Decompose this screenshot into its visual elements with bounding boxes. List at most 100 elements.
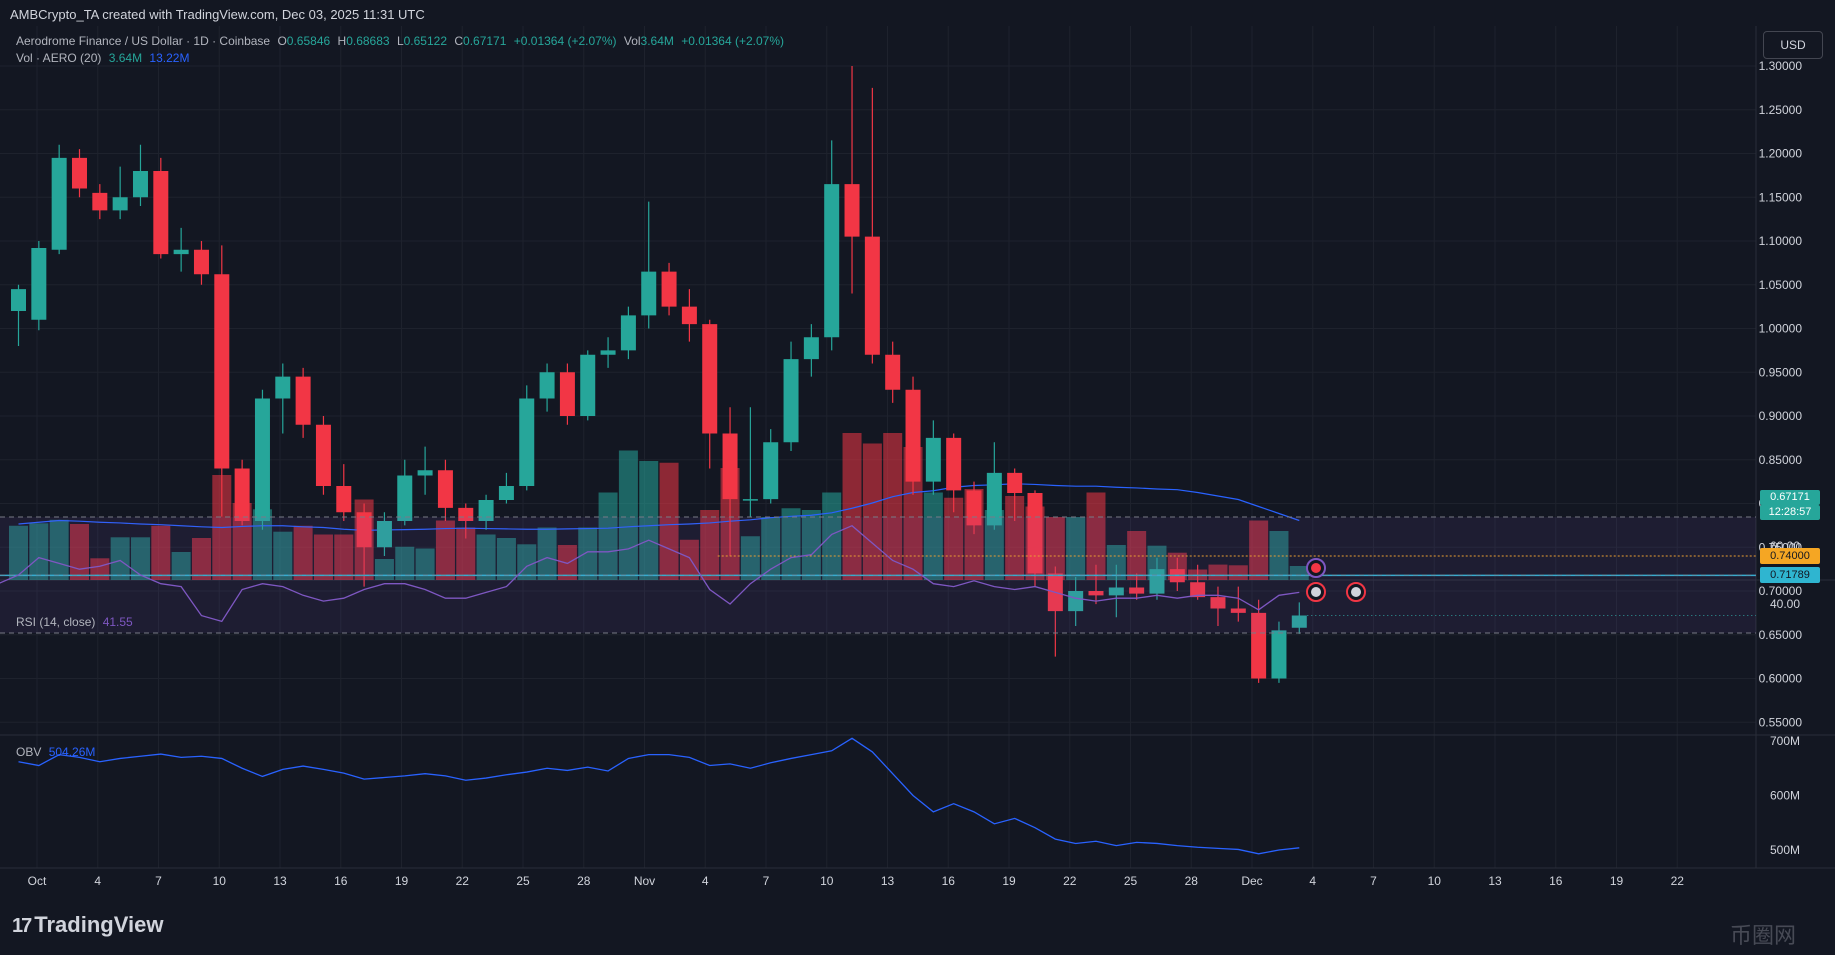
tradingview-logo[interactable]: 17 TradingView [12, 912, 163, 938]
volume-bar [598, 492, 618, 580]
volume-bar [557, 545, 577, 580]
candle-body [986, 472, 1002, 526]
candle-body [763, 442, 779, 500]
volume-bar [1086, 492, 1106, 580]
candle-body [112, 197, 128, 211]
time-tick-label: 4 [94, 874, 101, 888]
event-marker-dot [1311, 587, 1321, 597]
candle-body [193, 249, 209, 275]
volume-bar [923, 492, 943, 580]
candle-body [214, 274, 230, 469]
volume-bar [1045, 517, 1065, 580]
event-markers[interactable] [1306, 558, 1366, 602]
volume-bar [415, 548, 435, 580]
resistance-price-label: 0.74000 [1760, 548, 1820, 564]
rsi-legend[interactable]: RSI (14, close) 41.55 [16, 615, 137, 629]
price-tick-label: 0.90000 [1759, 409, 1803, 423]
candle-body [539, 372, 555, 399]
time-tick-label: 13 [881, 874, 895, 888]
volume-bar [9, 525, 28, 580]
candle-body [1007, 472, 1023, 493]
candle-body [275, 376, 291, 399]
volume-bar [1106, 545, 1126, 580]
rsi-tick-label: 40.00 [1770, 597, 1800, 611]
volume-bar [1249, 520, 1269, 580]
candle-body [1088, 591, 1104, 596]
volume-bar [578, 527, 598, 580]
volume-bar [1066, 517, 1086, 580]
low-label: L [396, 34, 404, 48]
volume-bar [700, 510, 720, 580]
candle-body [51, 157, 67, 250]
vol-label: Vol [623, 34, 641, 48]
volume-bar [130, 537, 150, 580]
volume-bar [456, 527, 476, 580]
volume-bar [801, 510, 821, 580]
volume-bar [90, 558, 110, 580]
candle-body [478, 500, 494, 521]
watermark: 币圈网 [1730, 923, 1797, 948]
volume-bar [944, 497, 964, 580]
flag-event-icon[interactable] [1346, 582, 1366, 602]
candle-body [966, 490, 982, 526]
time-tick-label: 7 [1370, 874, 1377, 888]
price-tick-label: 1.20000 [1759, 147, 1803, 161]
volume-bar [781, 508, 801, 580]
candle-body [681, 306, 697, 325]
volume-indicator-value: 3.64M [108, 51, 143, 65]
time-tick-label: 22 [1063, 874, 1077, 888]
candle-body [1291, 615, 1307, 628]
time-tick-label: 19 [1610, 874, 1624, 888]
last-price-label: 0.67171 [1760, 490, 1820, 505]
candle-body [1027, 493, 1043, 574]
candle-body [498, 486, 514, 500]
candle-body [742, 499, 758, 501]
open-label: O [277, 34, 287, 48]
volume-bar [984, 510, 1004, 580]
time-tick-label: 4 [702, 874, 709, 888]
volume-bar [29, 523, 49, 580]
currency-button[interactable]: USD [1763, 31, 1823, 59]
volume-bar [1127, 531, 1147, 580]
symbol-legend[interactable]: Aerodrome Finance / US Dollar · 1D · Coi… [16, 34, 788, 48]
volume-ma-value: 13.22M [149, 51, 190, 65]
flag-event-icon[interactable] [1306, 582, 1326, 602]
time-tick-label: Dec [1241, 874, 1262, 888]
lightning-event-icon[interactable] [1306, 558, 1326, 578]
candle-body [1230, 608, 1246, 613]
candle-body [234, 468, 250, 521]
volume-legend[interactable]: Vol · AERO (20) 3.64M 13.22M [16, 51, 193, 65]
candle-body [1271, 630, 1287, 679]
volume-bar [842, 433, 862, 580]
candle-body [824, 184, 840, 338]
price-tick-label: 0.55000 [1759, 715, 1803, 729]
obv-legend[interactable]: OBV 504.26M [16, 745, 99, 759]
change-value: +0.01364 (+2.07%) [513, 34, 617, 48]
price-chart[interactable]: 1.30000 1.25000 1.20000 1.15000 1.10000 1.050… [0, 26, 1835, 896]
volume-bar [740, 536, 760, 580]
time-tick-label: 16 [334, 874, 348, 888]
obv-pane [18, 737, 1300, 855]
obv-tick-label: 700M [1770, 734, 1800, 748]
time-tick-label: 16 [942, 874, 956, 888]
volume-ma-line [18, 483, 1300, 531]
volume-bar [313, 534, 333, 580]
candle-body [1129, 587, 1145, 594]
time-tick-label: 22 [1671, 874, 1685, 888]
volume-indicator-label: Vol · AERO (20) [16, 51, 102, 65]
rsi-value: 41.55 [102, 615, 133, 629]
price-tick-label: 0.60000 [1759, 672, 1803, 686]
candle-body [437, 470, 453, 508]
candle-body [580, 354, 596, 416]
candle-body [356, 512, 372, 548]
time-tick-label: 10 [213, 874, 227, 888]
volume-bar [1208, 564, 1228, 580]
candles [11, 66, 1307, 683]
obv-tick-label: 500M [1770, 843, 1800, 857]
volume-bar [171, 552, 191, 580]
volume-bar [191, 538, 211, 580]
price-tick-label: 0.85000 [1759, 453, 1803, 467]
candle-body [864, 236, 880, 355]
candle-body [1251, 612, 1267, 679]
time-tick-label: 25 [516, 874, 530, 888]
